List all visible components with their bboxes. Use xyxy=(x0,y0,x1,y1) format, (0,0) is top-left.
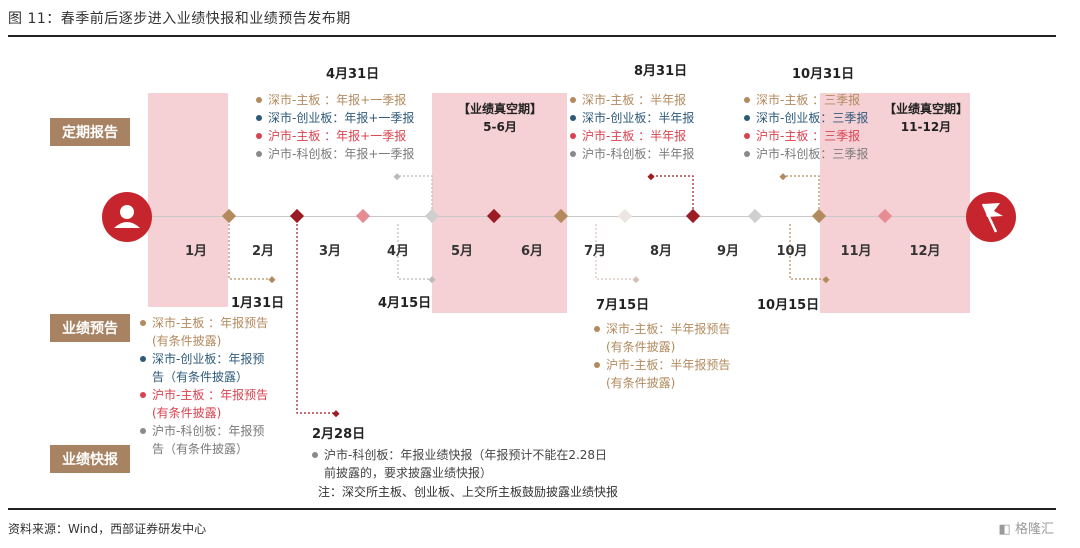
periodic-list-apr: 深市-主板 ：年报+一季报 深市-创业板：年报+一季报 沪市-主板 ：年报+一季… xyxy=(256,91,414,163)
start-circle xyxy=(102,192,152,242)
list-item-cont: 告（有条件披露） xyxy=(152,442,249,456)
list-item: 沪市-科创板：三季报 xyxy=(744,145,868,163)
list-item: 沪市-主板：半年报预告 xyxy=(594,356,730,374)
tag-earnings-forecast: 业绩预告 xyxy=(50,314,130,342)
bottom-rule xyxy=(8,508,1056,510)
list-item-cont: (有条件披露) xyxy=(152,334,222,348)
list-item: 深市-创业板：三季报 xyxy=(744,109,868,127)
void-period-months: 11-12月 xyxy=(900,120,952,134)
list-item: 深市-创业板：年报预 xyxy=(140,350,268,368)
list-item: 沪市-主板 ：年报预告 xyxy=(140,386,268,404)
footnote: 注：深交所主板、创业板、上交所主板鼓励披露业绩快报 xyxy=(318,485,619,499)
date-oct31: 10月31日 xyxy=(792,67,855,82)
express-notes: 沪市-科创板：年报业绩快报（年报预计不能在2.28日 前披露的，要求披露业绩快报… xyxy=(312,446,607,482)
band-void-may-june xyxy=(432,93,567,313)
list-item: 沪市-主板 ：年报+一季报 xyxy=(256,127,414,145)
watermark-logo: ◧ 格隆汇 xyxy=(999,518,1054,537)
month-label: 12月 xyxy=(909,244,941,259)
date-aug31: 8月31日 xyxy=(634,64,688,79)
logo-icon: ◧ xyxy=(998,522,1011,537)
list-item-cont: 前披露的，要求披露业绩快报） xyxy=(324,466,493,480)
periodic-list-aug: 深市-主板 ：半年报 深市-创业板：半年报 沪市-主板 ：半年报 沪市-科创板：… xyxy=(570,91,694,163)
void-period-months: 5-6月 xyxy=(483,120,517,134)
void-period-title: 【业绩真空期】 xyxy=(457,102,542,116)
source-line: 资料来源：Wind，西部证券研发中心 xyxy=(8,522,207,536)
list-item: 深市-主板：半年报预告 xyxy=(594,320,730,338)
month-label: 6月 xyxy=(520,244,544,259)
date-apr31: 4月31日 xyxy=(326,67,380,82)
list-item: 沪市-科创板：年报+一季报 xyxy=(256,145,414,163)
list-item: 深市-创业板：年报+一季报 xyxy=(256,109,414,127)
month-label: 1月 xyxy=(184,244,208,259)
list-item: 沪市-主板 ：三季报 xyxy=(744,127,868,145)
list-item: 沪市-科创板：半年报 xyxy=(570,145,694,163)
list-item-cont: (有条件披露) xyxy=(606,340,676,354)
list-item-cont: 告（有条件披露） xyxy=(152,370,249,384)
flag-icon xyxy=(981,203,1003,233)
date-feb28: 2月28日 xyxy=(312,427,366,442)
month-label: 8月 xyxy=(649,244,673,259)
list-item: 沪市-主板 ：半年报 xyxy=(570,127,694,145)
band-void-nov-dec xyxy=(820,93,970,313)
date-apr15: 4月15日 xyxy=(378,296,432,311)
list-item: 深市-创业板：半年报 xyxy=(570,109,694,127)
void-period-title: 【业绩真空期】 xyxy=(883,102,968,116)
month-label: 10月 xyxy=(776,244,808,259)
void-period-label: 【业绩真空期】 5-6月 xyxy=(445,100,555,136)
list-item: 深市-主板 ：年报预告 xyxy=(140,314,268,332)
month-label: 3月 xyxy=(318,244,342,259)
month-label: 11月 xyxy=(840,244,872,259)
figure-title: 图 11：春季前后逐步进入业绩快报和业绩预告发布期 xyxy=(8,11,351,27)
list-item: 沪市-科创板：年报预 xyxy=(140,422,268,440)
date-oct15: 10月15日 xyxy=(757,298,820,313)
list-item: 深市-主板 ：三季报 xyxy=(744,91,868,109)
list-item-cont: (有条件披露) xyxy=(152,406,222,420)
end-circle xyxy=(966,192,1016,242)
date-jan31: 1月31日 xyxy=(231,296,285,311)
tag-earnings-express: 业绩快报 xyxy=(50,445,130,473)
month-label: 4月 xyxy=(386,244,410,259)
month-label: 7月 xyxy=(583,244,607,259)
band-january xyxy=(148,93,228,307)
tag-periodic-report: 定期报告 xyxy=(50,118,130,146)
forecast-list-jul: 深市-主板：半年报预告 (有条件披露) 沪市-主板：半年报预告 (有条件披露) xyxy=(594,320,730,392)
user-icon xyxy=(114,205,140,228)
month-label: 2月 xyxy=(251,244,275,259)
date-jul15: 7月15日 xyxy=(596,298,650,313)
periodic-list-oct: 深市-主板 ：三季报 深市-创业板：三季报 沪市-主板 ：三季报 沪市-科创板：… xyxy=(744,91,868,163)
list-item-cont: (有条件披露) xyxy=(606,376,676,390)
list-item: 沪市-科创板：年报业绩快报（年报预计不能在2.28日 xyxy=(312,446,607,464)
list-item: 深市-主板 ：半年报 xyxy=(570,91,694,109)
watermark-text: 格隆汇 xyxy=(1014,522,1054,537)
void-period-label: 【业绩真空期】 11-12月 xyxy=(866,100,986,136)
list-item: 深市-主板 ：年报+一季报 xyxy=(256,91,414,109)
month-label: 5月 xyxy=(450,244,474,259)
month-label: 9月 xyxy=(716,244,740,259)
forecast-list-jan: 深市-主板 ：年报预告 (有条件披露) 深市-创业板：年报预 告（有条件披露） … xyxy=(140,314,268,458)
top-rule xyxy=(8,35,1056,37)
